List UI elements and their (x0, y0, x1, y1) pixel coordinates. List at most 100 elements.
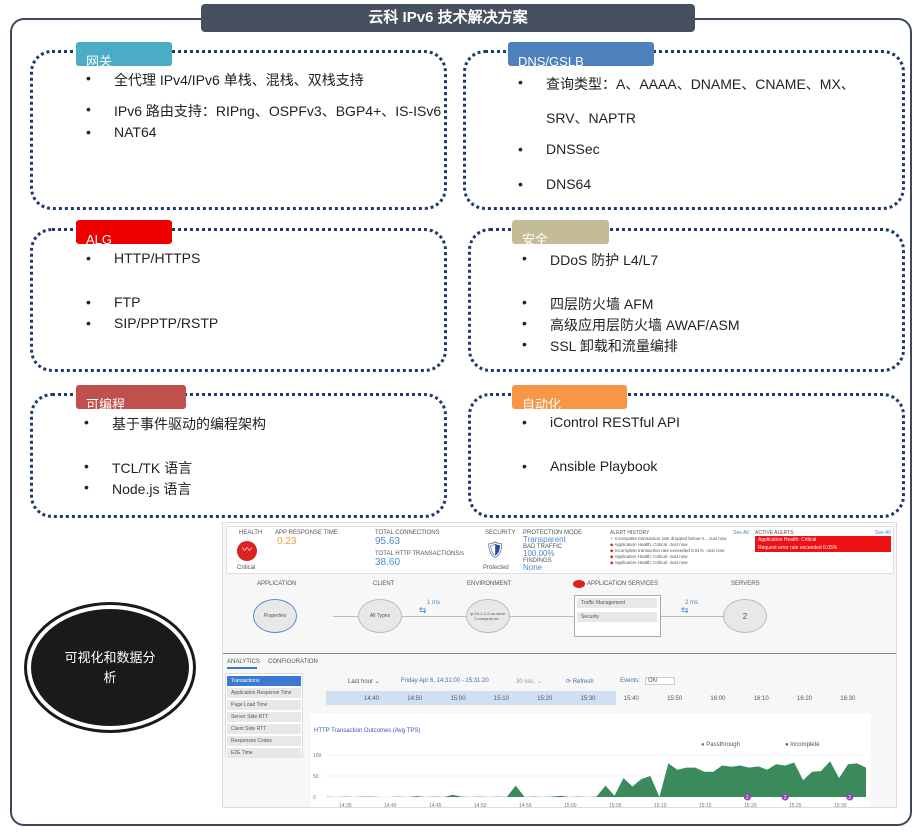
menu-item[interactable]: Server Side RTT (227, 712, 301, 722)
timeline-tick: 15:30 (580, 696, 596, 702)
chart-title: HTTP Transaction Outcomes (Avg TPS) (314, 728, 421, 734)
bidirectional-arrows-icon: ⇆ (681, 605, 689, 615)
menu-item[interactable]: Application Response Time (227, 688, 301, 698)
protection-mode-label: PROTECTION MODE (523, 530, 583, 536)
bad-traffic-value: 100.00% (523, 549, 555, 558)
section-box (30, 393, 447, 518)
section-box (30, 50, 447, 210)
flow-line (333, 616, 733, 617)
bullet-item: • 四层防火墙 AFM (522, 294, 654, 312)
bullet-item: • 查询类型：A、AAAA、DNAME、CNAME、MX、 (518, 74, 855, 92)
section-tag: 安全 (512, 220, 609, 244)
app-services-heading: APPLICATION SERVICES (587, 581, 659, 587)
section-tag: ALG (76, 220, 172, 244)
active-alerts-label: ACTIVE ALERTS (755, 530, 794, 536)
alert-history-item: ◆ Application Health: Critical -Just now (610, 560, 688, 565)
visualization-badge: 可视化和数据分析 (27, 605, 193, 730)
y-tick-label: 0 (313, 795, 316, 801)
timeline-tick: 15:50 (667, 696, 683, 702)
event-marker (743, 793, 751, 801)
bad-traffic-label: BAD TRAFFIC (523, 544, 563, 550)
bullet-item: • DNS64 (518, 176, 592, 192)
client-node[interactable]: All Types (358, 599, 402, 633)
timeline-tick: 15:00 (450, 696, 466, 702)
section-tag: DNS/GSLB (508, 42, 654, 66)
alert-history-item: ◆ Application Health: Critical -Just now (610, 542, 688, 547)
health-pulse-icon: 〰 (237, 541, 257, 561)
dashboard-screenshot: HEALTH 〰 Critical APP RESPONSE TIME 0.23… (222, 522, 897, 808)
bullet-item: • HTTP/HTTPS (86, 250, 201, 266)
app-response-label: APP RESPONSE TIME (275, 530, 338, 536)
event-marker-count: 2 (746, 795, 749, 801)
divider (223, 653, 896, 654)
section-tag: 自动化 (512, 385, 627, 409)
timeline-tick: 16:20 (797, 696, 813, 702)
active-alert[interactable]: Request error rate exceeded 0.05% (755, 544, 891, 552)
timeline-tick: 15:40 (623, 696, 639, 702)
menu-item[interactable]: Responses Codes (227, 736, 301, 746)
visualization-label: 可视化和数据分析 (64, 649, 156, 685)
x-tick-label: 14:55 (519, 803, 532, 808)
traffic-management-item[interactable]: Traffic Management (577, 598, 657, 608)
bullet-item: SRV、NAPTR (546, 110, 636, 126)
refresh-button[interactable]: ⟳ Refresh (566, 679, 594, 685)
bullet-item: • DDoS 防护 L4/L7 (522, 250, 659, 268)
f5-logo-icon (573, 580, 585, 588)
y-tick-label: 100 (313, 753, 322, 759)
x-tick-label: 14:40 (384, 803, 397, 808)
alert-history-label: ALERT HISTORY (610, 530, 650, 536)
alert-history-see-all[interactable]: See All (733, 530, 749, 536)
bullet-item: • iControl RESTful API (522, 414, 680, 430)
bullet-item: • 全代理 IPv4/IPv6 单栈、混栈、双栈支持 (86, 70, 364, 88)
active-alerts-see-all[interactable]: See All (875, 530, 891, 536)
range-dropdown[interactable]: Last hour ⌄ (348, 679, 380, 685)
legend-incomplete[interactable]: Incomplete (790, 742, 820, 748)
menu-item[interactable]: Client Side RTT (227, 724, 301, 734)
active-alert[interactable]: Application Health: Critical (755, 536, 891, 544)
total-http-value: 38.60 (375, 557, 401, 568)
app-response-value: 0.23 (277, 536, 297, 547)
menu-item[interactable]: Page Load Time (227, 700, 301, 710)
x-tick-label: 15:10 (654, 803, 667, 808)
x-tick-label: 14:50 (474, 803, 487, 808)
tab-configuration[interactable]: CONFIGURATION (268, 659, 318, 665)
bullet-item: • Node.js 语言 (84, 479, 192, 497)
period-label: Friday Apr 6, 14:31:00 - 15:31:20 (401, 678, 489, 684)
x-tick-label: 15:05 (609, 803, 622, 808)
total-http-label: TOTAL HTTP TRANSACTIONS/s (375, 551, 465, 557)
bullet-item: • 基于事件驱动的编程架构 (84, 414, 266, 432)
client-heading: CLIENT (373, 581, 395, 587)
client-latency: 1 ms (427, 600, 441, 606)
servers-heading: SERVERS (731, 581, 760, 587)
shield-check-icon: 🛡 (485, 542, 506, 559)
events-label: Events: (620, 678, 641, 684)
interval-dropdown[interactable]: 30 sec. ⌄ (516, 679, 543, 685)
server-latency: 2 ms (685, 600, 699, 606)
legend-passthrough[interactable]: Passthrough (706, 742, 740, 748)
security-item[interactable]: Security (577, 612, 657, 622)
environment-node[interactable]: ip-10-1-1-9.us-west-2.compute.int... (466, 599, 510, 633)
tab-analytics[interactable]: ANALYTICS (227, 659, 260, 665)
timeline-selection[interactable] (326, 691, 616, 705)
bullet-item: • SIP/PPTP/RSTP (86, 315, 219, 331)
timeline-tick: 15:20 (537, 696, 553, 702)
application-heading: APPLICATION (257, 581, 297, 587)
timeline-tick: 15:10 (493, 696, 509, 702)
health-label: HEALTH (239, 530, 263, 536)
findings-label: FINDINGS (523, 558, 552, 564)
menu-item[interactable]: Transactions (227, 676, 301, 686)
section-tag: 网关 (76, 42, 172, 66)
transaction-outcomes-chart: 100 50 0 14:35 14:40 14:45 14:50 14:55 15:00 15:0… (313, 753, 866, 808)
menu-item[interactable]: E2E Time (227, 748, 301, 758)
section-box (468, 393, 905, 518)
bullet-item: • FTP (86, 294, 141, 310)
servers-node[interactable]: 2 (723, 599, 767, 633)
x-tick-label: 15:00 (564, 803, 577, 808)
x-tick-label: 15:15 (699, 803, 712, 808)
event-marker-count: 2 (848, 795, 851, 801)
properties-node[interactable]: Properties (253, 599, 297, 633)
events-toggle[interactable]: ON (645, 677, 675, 685)
health-status: Critical (237, 565, 256, 571)
event-marker (846, 793, 854, 801)
timeline-tick: 14:40 (364, 696, 380, 702)
